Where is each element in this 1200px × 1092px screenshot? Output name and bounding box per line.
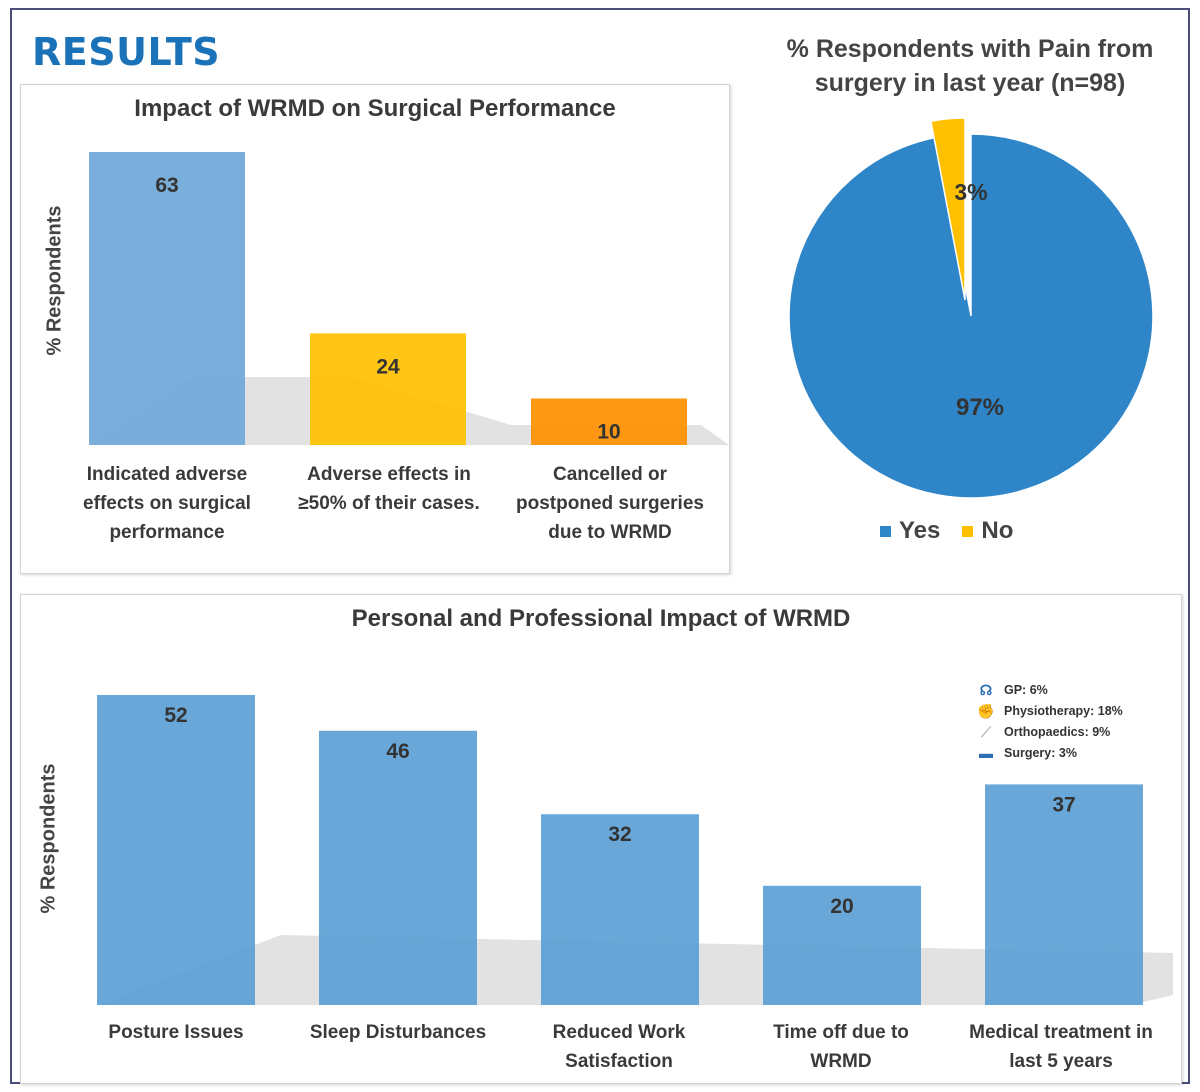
personal-impact-title: Personal and Professional Impact of WRMD — [351, 605, 851, 632]
bar-value-label: 46 — [386, 740, 409, 763]
surgical-performance-chart: 63 24 10 — [89, 152, 729, 445]
bar — [310, 333, 466, 445]
treatment-breakdown: ☊ GP: 6% ✊ Physiotherapy: 18% ⟋ Orthopae… — [976, 680, 1123, 764]
bar — [541, 814, 699, 1005]
treatment-label: GP: 6% — [1004, 683, 1048, 697]
bar — [319, 730, 477, 1005]
bar — [97, 695, 255, 1005]
bar-value-label: 10 — [597, 420, 620, 443]
legend-label-no: No — [981, 517, 1014, 544]
personal-category-label: Time off due to WRMD — [773, 1022, 909, 1072]
pain-pie-title: % Respondents with Pain from surgery in … — [786, 35, 1154, 97]
bar-value-label: 32 — [608, 823, 631, 846]
personal-category-label: Sleep Disturbances — [309, 1022, 487, 1043]
surgical-category-label: Adverse effects in ≥50% of their cases. — [298, 464, 480, 514]
legend-item-no: No — [962, 517, 1013, 545]
legend-swatch-yes — [880, 525, 891, 537]
surgical-category-label: Indicated adverse effects on surgical pe… — [83, 464, 251, 543]
treatment-label: Surgery: 3% — [1004, 746, 1077, 760]
legend-item-yes: Yes — [880, 517, 940, 545]
bar-value-label: 24 — [376, 355, 400, 378]
treatment-item: ☊ GP: 6% — [976, 680, 1123, 701]
treatment-item: ✊ Physiotherapy: 18% — [976, 701, 1123, 722]
legend-swatch-no — [962, 525, 974, 537]
personal-category-label: Reduced Work Satisfaction — [552, 1022, 686, 1072]
results-heading: RESULTS — [32, 30, 221, 74]
bar — [985, 784, 1143, 1005]
bar — [763, 885, 921, 1005]
bar-value-label: 37 — [1052, 793, 1075, 816]
treatment-item: ▬ Surgery: 3% — [976, 743, 1123, 764]
personal-category-label: Posture Issues — [108, 1022, 244, 1043]
legend-label-yes: Yes — [899, 517, 941, 544]
personal-category-label: Medical treatment in last 5 years — [969, 1022, 1153, 1072]
surgical-performance-title: Impact of WRMD on Surgical Performance — [134, 95, 616, 122]
personal-impact-panel: Personal and Professional Impact of WRMD… — [20, 594, 1182, 1084]
stethoscope-icon: ☊ — [979, 682, 993, 698]
treatment-item: ⟋ Orthopaedics: 9% — [976, 722, 1123, 743]
surgical-category-label: Cancelled or postponed surgeries due to … — [516, 464, 704, 543]
surgical-performance-panel: Impact of WRMD on Surgical Performance %… — [20, 84, 730, 574]
bar — [89, 152, 245, 445]
bone-icon: ⟋ — [981, 724, 991, 740]
personal-impact-chart: 52 46 32 20 37 — [97, 695, 1173, 1005]
muscle-arm-icon: ✊ — [977, 703, 995, 719]
treatment-label: Orthopaedics: 9% — [1004, 725, 1111, 739]
bar — [531, 398, 687, 445]
bar-value-label: 63 — [155, 174, 178, 197]
pain-pie-legend: Yes No — [880, 517, 1013, 545]
bar-value-label: 20 — [830, 895, 853, 918]
hospital-bed-icon: ▬ — [979, 745, 993, 761]
treatment-label: Physiotherapy: 18% — [1004, 704, 1123, 718]
bar-value-label: 52 — [164, 704, 187, 727]
